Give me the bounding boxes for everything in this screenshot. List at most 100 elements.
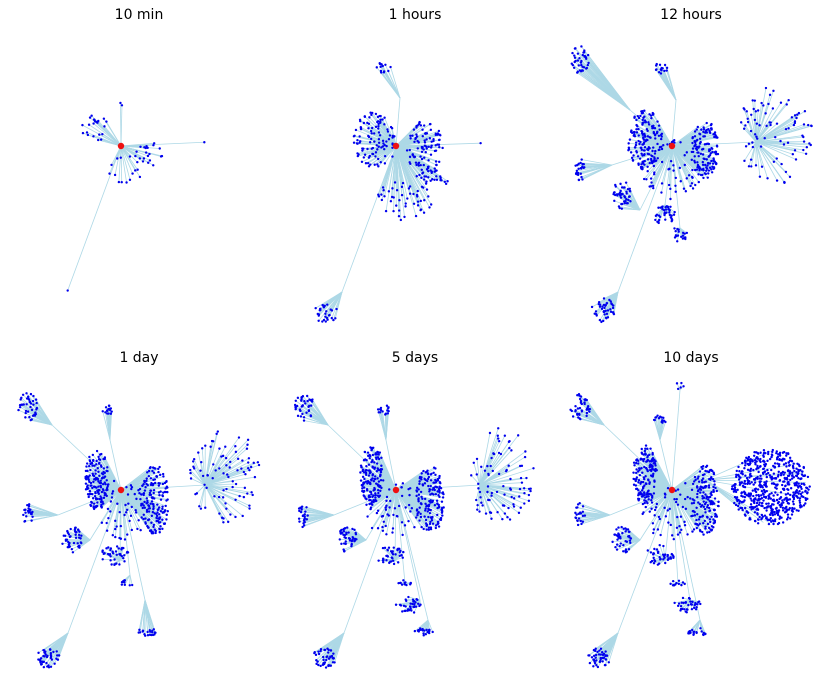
graph-node xyxy=(697,151,700,154)
graph-node xyxy=(614,185,617,188)
graph-node xyxy=(138,487,142,491)
graph-node xyxy=(435,169,438,172)
graph-node xyxy=(106,466,109,469)
graph-node xyxy=(301,395,305,398)
graph-edge xyxy=(671,145,688,179)
graph-node xyxy=(367,134,370,138)
graph-node xyxy=(24,416,27,419)
graph-node xyxy=(387,69,390,73)
graph-node xyxy=(642,160,645,163)
graph-node xyxy=(95,463,98,466)
graph-node xyxy=(101,132,104,136)
graph-node xyxy=(358,135,361,138)
graph-node xyxy=(391,187,394,190)
graph-node xyxy=(435,178,439,181)
graph-edge xyxy=(106,121,122,147)
graph-node xyxy=(386,128,389,131)
graph-node xyxy=(377,491,380,495)
graph-node xyxy=(674,176,678,180)
graph-node xyxy=(475,498,478,502)
graph-node xyxy=(141,484,144,488)
graph-node xyxy=(368,495,372,499)
graph-node xyxy=(124,511,128,514)
graph-edge xyxy=(642,145,673,169)
graph-node xyxy=(429,146,433,149)
graph-node xyxy=(113,558,116,561)
graph-node xyxy=(712,133,715,136)
graph-node xyxy=(707,172,710,175)
graph-node xyxy=(115,545,119,548)
graph-node xyxy=(42,654,45,658)
graph-node xyxy=(601,305,604,308)
graph-node xyxy=(91,486,94,490)
graph-node xyxy=(647,123,651,126)
graph-node xyxy=(298,509,301,513)
graph-node xyxy=(438,138,441,142)
graph-node xyxy=(146,499,149,503)
graph-edge xyxy=(755,115,796,143)
graph-node xyxy=(418,120,421,124)
graph-node xyxy=(426,477,430,481)
graph-node xyxy=(489,511,493,515)
graph-node xyxy=(572,66,576,70)
graph-node xyxy=(108,172,111,175)
graph-node xyxy=(625,202,628,205)
graph-node xyxy=(695,139,698,142)
graph-node xyxy=(424,175,428,178)
graph-node xyxy=(639,146,643,149)
graph-edge xyxy=(330,291,343,310)
graph-node xyxy=(234,445,237,448)
graph-node xyxy=(751,99,754,102)
graph-edge xyxy=(120,145,136,171)
graph-node xyxy=(112,479,116,483)
graph-node xyxy=(212,440,215,443)
graph-node xyxy=(113,173,117,177)
graph-node xyxy=(153,633,156,636)
graph-node xyxy=(637,134,640,137)
graph-node xyxy=(573,47,577,50)
graph-node xyxy=(635,131,639,134)
graph-node xyxy=(412,611,416,614)
graph-edge xyxy=(28,512,59,516)
graph-edge xyxy=(656,69,677,101)
graph-node xyxy=(148,491,152,495)
graph-edge xyxy=(395,145,417,217)
graph-node xyxy=(424,502,427,506)
graph-edge xyxy=(310,400,329,426)
graph-node xyxy=(44,653,47,656)
graph-node xyxy=(149,466,152,469)
graph-edge xyxy=(755,141,768,179)
graph-node xyxy=(784,127,788,131)
graph-node xyxy=(399,581,402,585)
graph-node xyxy=(146,501,149,504)
graph-node xyxy=(387,406,390,409)
graph-node xyxy=(103,493,106,497)
graph-node xyxy=(301,412,304,416)
graph-node xyxy=(17,408,20,412)
graph-node xyxy=(423,156,426,159)
graph-node xyxy=(671,140,675,143)
graph-node xyxy=(577,162,580,166)
graph-node xyxy=(693,139,696,143)
graph-node xyxy=(402,604,406,608)
graph-node xyxy=(475,473,478,476)
graph-node xyxy=(136,527,139,531)
graph-node xyxy=(593,312,596,315)
graph-node xyxy=(374,151,378,154)
graph-node xyxy=(99,479,102,482)
graph-node xyxy=(119,524,123,528)
graph-node xyxy=(100,465,103,468)
graph-edge xyxy=(204,471,244,486)
graph-edge xyxy=(393,547,396,561)
graph-node xyxy=(756,109,760,112)
graph-node xyxy=(660,66,663,70)
graph-node xyxy=(609,300,612,303)
graph-node xyxy=(154,531,157,535)
graph-node xyxy=(365,497,368,501)
graph-node xyxy=(134,509,137,512)
graph-edge xyxy=(581,159,613,166)
graph-node xyxy=(769,123,772,127)
graph-node xyxy=(374,125,378,128)
graph-node xyxy=(101,488,105,491)
graph-node xyxy=(52,650,55,654)
